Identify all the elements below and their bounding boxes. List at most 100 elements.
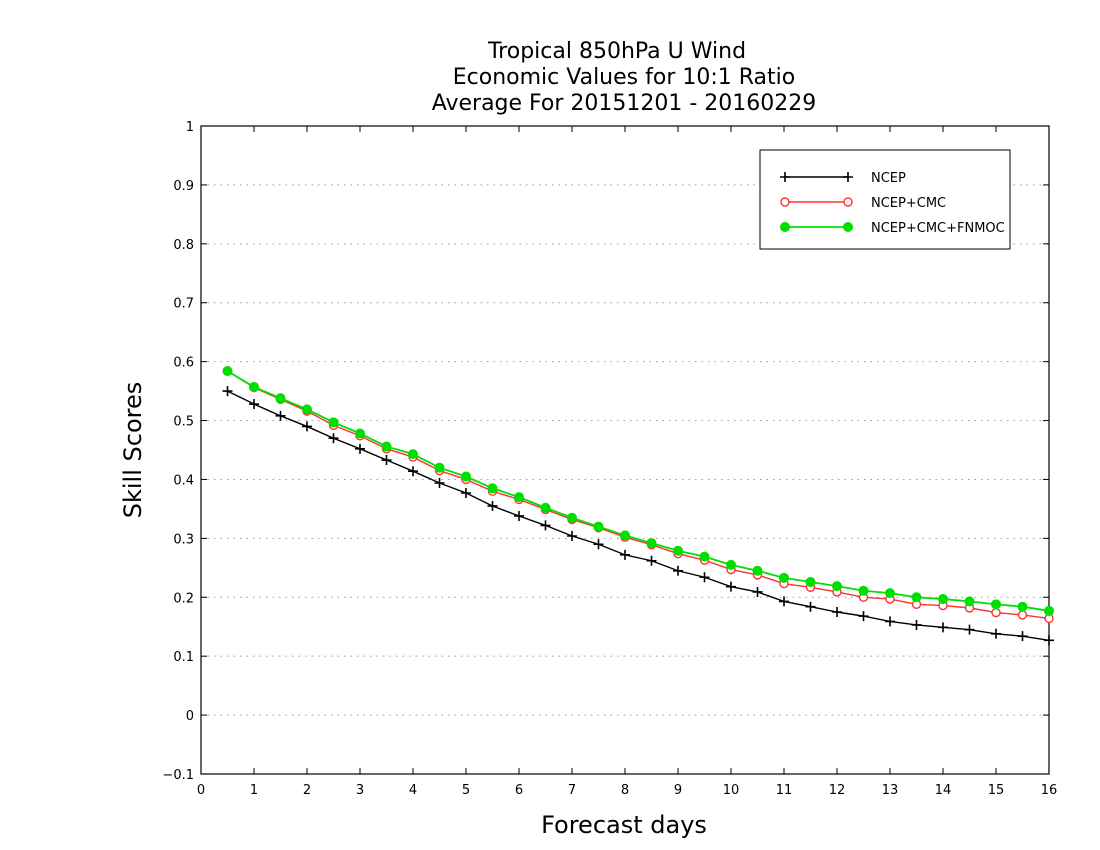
data-point [249,381,259,392]
y-tick-label: 0.6 [173,356,194,371]
legend-item-ncep-cmc: NCEP+CMC [780,196,946,211]
data-point [699,572,710,583]
data-point [408,466,418,477]
series-ncep-cmc [222,366,1054,624]
data-point [593,539,604,550]
legend-marker [843,222,853,232]
data-point [567,512,577,523]
data-point [938,594,948,605]
y-tick-label: 0 [186,709,194,724]
x-tick-label: 7 [568,783,576,798]
data-point [858,611,869,622]
x-tick-label: 2 [303,783,311,798]
data-point [1044,605,1054,616]
data-point [328,433,339,444]
data-point [991,599,1001,610]
data-point [938,622,948,633]
data-point [1017,610,1028,620]
data-point [1017,601,1028,612]
data-point [885,588,895,599]
data-point [858,585,869,596]
data-point [514,492,524,503]
data-point [408,449,418,460]
x-tick-label: 16 [1041,783,1058,798]
y-tick-label: 0.2 [173,591,194,606]
legend-marker [780,197,790,207]
data-point [381,455,392,466]
data-point [911,619,922,630]
data-point [752,586,763,597]
data-point [699,551,710,562]
legend: NCEP NCEP+CMC NCEP+CMC+FNMOC [759,149,1011,250]
x-tick-label: 0 [197,783,205,798]
y-tick-label: −0.1 [162,768,194,783]
data-point [593,521,604,532]
y-tick-label: 1 [186,120,194,135]
data-point [673,545,683,556]
data-point [249,399,259,410]
data-point [726,581,736,592]
legend-marker [780,172,790,182]
legend-marker [780,222,790,232]
data-point [222,386,233,397]
data-point [832,607,842,617]
data-point [646,538,657,549]
x-tick-label: 12 [829,783,846,798]
data-point [487,500,498,511]
x-tick-label: 9 [674,783,682,798]
chart-title-line-1: Tropical 850hPa U Wind [487,39,746,64]
data-point [567,531,577,542]
x-tick-label: 3 [356,783,364,798]
data-point [752,565,763,576]
data-point [964,596,975,607]
y-axis-label: Skill Scores [119,382,147,519]
data-point [911,592,922,603]
data-point [1044,635,1054,646]
series-ncep-cmc-fnmoc [222,366,1054,616]
data-point [222,366,233,377]
x-tick-label: 10 [723,783,740,798]
y-tick-label: 0.1 [173,650,194,665]
data-point [673,565,683,576]
series-line [227,370,1050,620]
data-point [487,483,498,494]
legend-label: NCEP+CMC [871,196,946,211]
data-point [991,607,1001,618]
data-point [514,510,524,521]
y-tick-label: 0.4 [173,473,194,488]
data-point [302,421,312,432]
legend-label: NCEP+CMC+FNMOC [871,221,1005,236]
legend-item-ncep: NCEP [780,171,906,186]
data-point [328,417,339,428]
data-point [540,520,551,531]
series-line [227,370,1050,612]
x-tick-label: 8 [621,783,629,798]
data-point [726,559,736,570]
series-line [227,390,1050,641]
data-point [540,502,551,513]
legend-label: NCEP [871,171,906,186]
legend-box [759,149,1011,250]
series-layer [222,366,1054,646]
y-tick-label: 0.3 [173,532,194,547]
y-tick-label: 0.8 [173,238,194,253]
x-axis: 0 1 2 3 4 5 6 7 8 9 10 11 12 13 14 15 16 [197,126,1057,798]
data-point [275,410,286,421]
data-point [461,488,471,499]
x-tick-label: 6 [515,783,523,798]
y-tick-label: 0.7 [173,297,194,312]
data-point [381,441,392,452]
data-point [355,428,365,439]
data-point [275,393,286,404]
x-tick-label: 5 [462,783,470,798]
data-point [964,624,975,635]
data-point [1017,631,1028,642]
data-point [434,462,445,473]
y-axis: −0.1 0 0.1 0.2 0.3 0.4 0.5 0.6 0.7 0.8 0.9 1 [162,120,1049,783]
data-point [779,596,789,607]
y-tick-label: 0.5 [173,415,194,430]
data-point [805,576,816,587]
x-tick-label: 1 [250,783,258,798]
data-point [885,616,895,627]
chart-title-line-2: Economic Values for 10:1 Ratio [453,65,795,90]
